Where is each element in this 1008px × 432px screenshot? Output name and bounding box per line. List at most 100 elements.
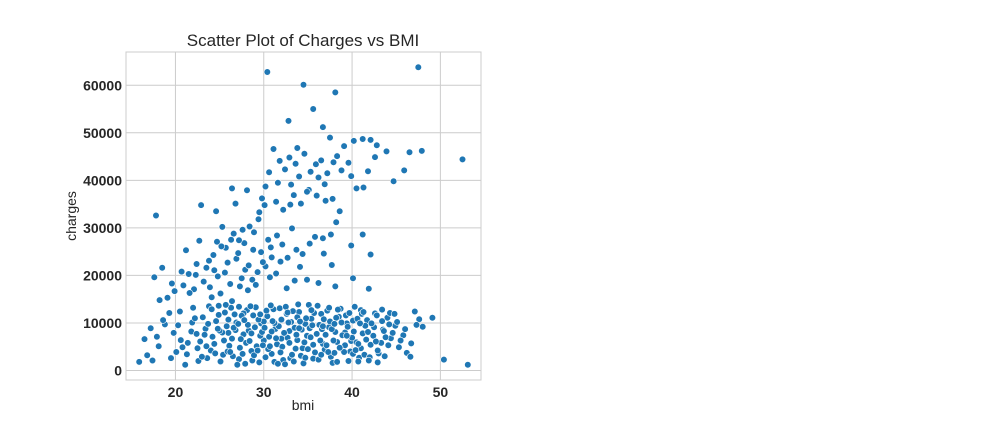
data-point (276, 348, 285, 357)
data-point (193, 260, 201, 268)
data-point (440, 356, 448, 364)
data-point (236, 282, 244, 291)
data-point (458, 155, 467, 163)
data-point (382, 333, 390, 341)
data-point (247, 329, 255, 338)
data-point (234, 249, 242, 257)
data-point (208, 293, 216, 301)
data-point (262, 307, 271, 315)
data-point (261, 182, 270, 191)
data-point (307, 306, 316, 314)
data-point (345, 309, 354, 317)
data-point (287, 181, 295, 189)
data-point (249, 311, 257, 320)
data-point (267, 301, 275, 310)
data-point (347, 172, 355, 180)
data-point (272, 198, 280, 206)
data-point (307, 333, 315, 341)
data-point (150, 273, 158, 281)
data-point (397, 336, 405, 345)
data-point (367, 319, 376, 328)
data-point (385, 320, 393, 329)
data-point (364, 328, 372, 336)
data-point (300, 150, 309, 158)
data-point (255, 208, 263, 216)
data-point (372, 337, 380, 346)
data-point (155, 342, 163, 350)
data-point (306, 240, 314, 248)
data-point (322, 341, 331, 349)
data-point (314, 279, 323, 287)
data-point (292, 160, 300, 168)
data-point (268, 350, 276, 358)
data-point (254, 268, 262, 276)
data-point (167, 354, 175, 362)
data-point (295, 172, 303, 181)
data-point (228, 184, 236, 192)
data-point (276, 157, 284, 165)
data-point (303, 276, 311, 284)
data-point (250, 228, 258, 236)
data-point (143, 351, 151, 359)
data-point (334, 306, 342, 314)
data-point (216, 357, 225, 366)
data-point (373, 141, 381, 149)
y-tick-labels: 0 10000 20000 30000 40000 50000 60000 (83, 77, 122, 378)
data-point (307, 168, 315, 176)
data-point (359, 183, 368, 192)
data-point (237, 335, 245, 343)
data-point (359, 308, 368, 316)
data-point (259, 341, 267, 349)
data-point (340, 348, 348, 356)
data-point (233, 361, 241, 369)
data-point (299, 250, 307, 258)
data-point (258, 194, 266, 202)
data-point (197, 201, 205, 209)
data-point (291, 277, 299, 285)
y-tick-label: 0 (114, 362, 122, 378)
data-point (303, 188, 311, 196)
data-point (224, 259, 232, 267)
data-point (209, 251, 217, 259)
data-point (316, 336, 324, 345)
data-point (196, 337, 204, 346)
data-point (309, 105, 317, 113)
data-point (230, 230, 238, 238)
data-point (319, 123, 327, 131)
data-point (333, 152, 341, 160)
data-point (406, 353, 415, 361)
data-point (249, 246, 257, 254)
data-point (362, 336, 370, 344)
data-point (220, 336, 228, 345)
data-point (221, 269, 229, 277)
data-point (292, 331, 301, 339)
data-point (208, 305, 216, 313)
data-point (401, 325, 409, 333)
data-point (204, 320, 212, 328)
data-point (246, 337, 254, 345)
data-point (210, 266, 218, 274)
data-point (278, 240, 286, 249)
data-point (382, 147, 391, 155)
data-point (226, 348, 234, 356)
data-point (148, 356, 157, 365)
data-point (206, 283, 214, 291)
data-point (330, 349, 339, 357)
data-point (384, 341, 392, 349)
data-point (313, 192, 321, 200)
data-point (263, 68, 271, 76)
data-point (333, 358, 341, 366)
data-point (294, 300, 302, 309)
data-point (367, 250, 375, 259)
data-point (266, 342, 274, 350)
data-point (171, 287, 179, 295)
data-point (280, 329, 288, 337)
data-point (273, 231, 281, 240)
data-point (214, 272, 222, 281)
data-point (272, 269, 280, 278)
data-point (153, 333, 161, 341)
data-point (274, 179, 282, 187)
data-point (163, 294, 172, 302)
data-point (212, 207, 220, 215)
